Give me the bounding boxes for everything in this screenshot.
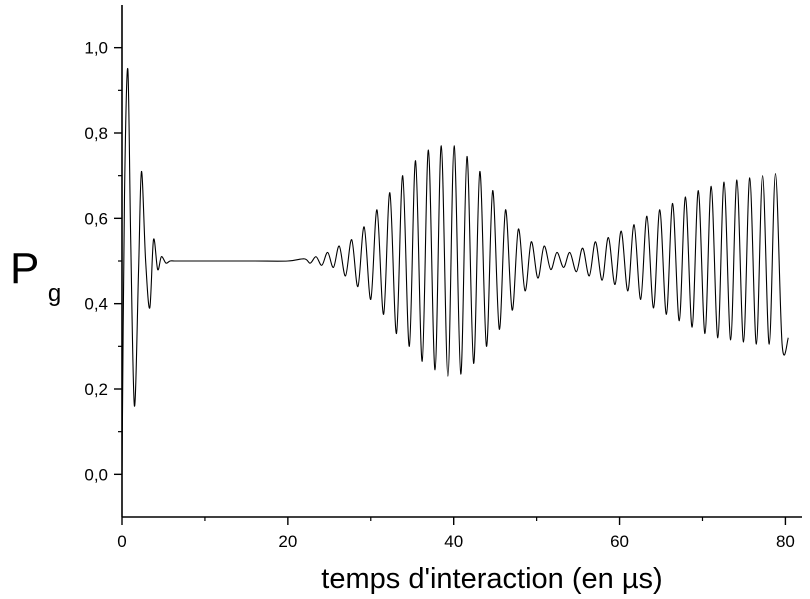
y-tick-label: 0,0 [84, 465, 108, 484]
x-axis-title: temps d'interaction (en µs) [321, 563, 662, 595]
y-tick-label: 0,2 [84, 380, 108, 399]
x-tick-label: 40 [444, 532, 463, 551]
y-tick-label: 0,8 [84, 124, 108, 143]
x-tick-label: 20 [278, 532, 297, 551]
series-line [121, 68, 789, 475]
x-tick-label: 80 [776, 532, 795, 551]
ticks: 0 20 40 60 80 0,0 0,2 0,4 0,6 0,8 1,0 [84, 39, 795, 551]
y-axis-title: P g [10, 244, 61, 307]
x-tick-label: 0 [117, 532, 126, 551]
y-tick-label: 0,6 [84, 209, 108, 228]
y-tick-label: 1,0 [84, 39, 108, 58]
plot-area [121, 68, 789, 475]
y-axis-title-subscript: g [48, 280, 61, 307]
x-tick-label: 60 [610, 532, 629, 551]
y-axis-title-main: P [10, 244, 39, 293]
y-tick-label: 0,4 [84, 295, 108, 314]
